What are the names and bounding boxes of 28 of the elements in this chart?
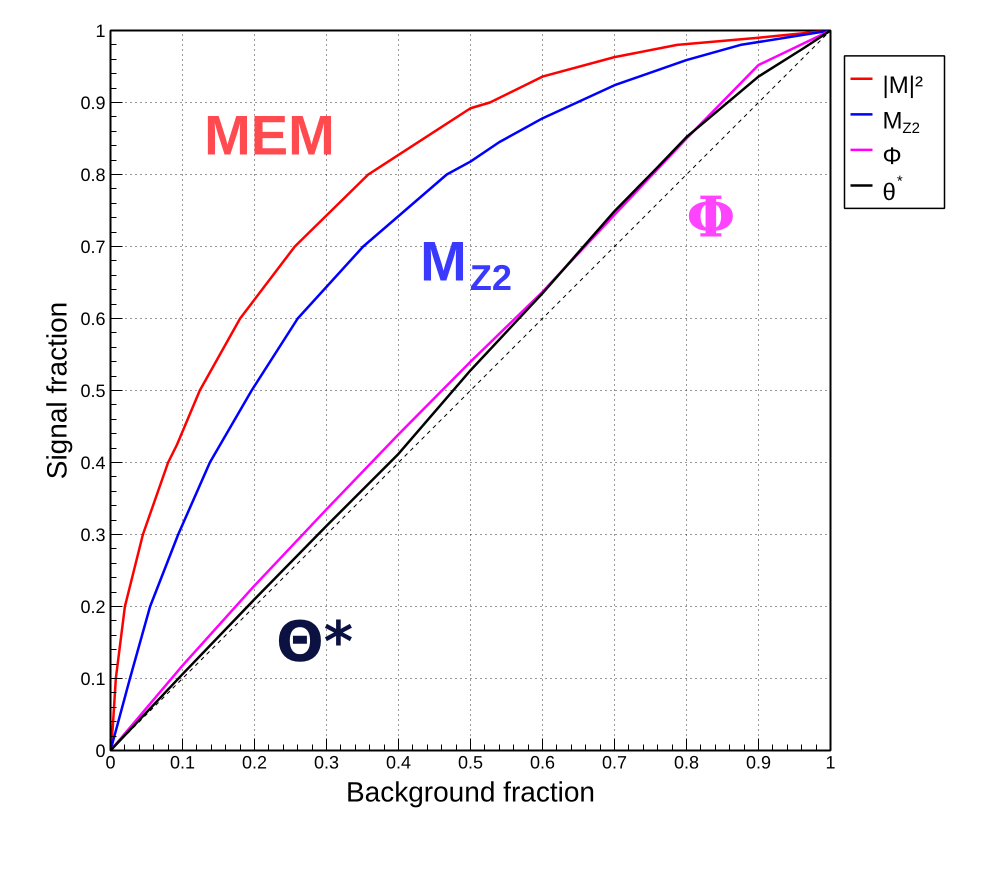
x-tick-label: 0.1: [170, 752, 196, 772]
x-tick-label: 0.6: [530, 752, 556, 772]
y-tick-label: 0.2: [80, 597, 106, 617]
x-tick-label: 0.9: [746, 752, 772, 772]
y-tick-label: 0.5: [80, 381, 106, 401]
y-tick-label: 0.4: [80, 453, 106, 473]
y-tick-label: 0.8: [80, 165, 106, 185]
x-tick-label: 0.7: [602, 752, 628, 772]
x-axis-title: Background fraction: [346, 776, 596, 808]
legend-label: |M|²: [882, 72, 923, 100]
x-tick-label: 0.5: [458, 752, 484, 772]
annotation: MEM: [204, 103, 335, 166]
y-tick-label: 0.6: [80, 309, 106, 329]
annotation: Φ: [686, 184, 736, 251]
y-tick-label: 0.1: [80, 669, 106, 689]
y-axis-title: Signal fraction: [41, 302, 72, 480]
x-tick-label: 1: [825, 752, 836, 772]
y-tick-label: 0.3: [80, 525, 106, 545]
legend-label: θ*: [882, 172, 903, 206]
x-tick-label: 0.4: [386, 752, 412, 772]
annotation: Θ*: [276, 610, 353, 675]
y-tick-label: 0.9: [80, 93, 106, 113]
y-tick-label: 0.7: [80, 237, 106, 257]
legend-label: Φ: [882, 143, 902, 170]
x-tick-label: 0.3: [314, 752, 340, 772]
x-tick-label: 0.2: [242, 752, 268, 772]
y-tick-label: 1: [95, 21, 106, 41]
x-tick-label: 0.8: [674, 752, 700, 772]
